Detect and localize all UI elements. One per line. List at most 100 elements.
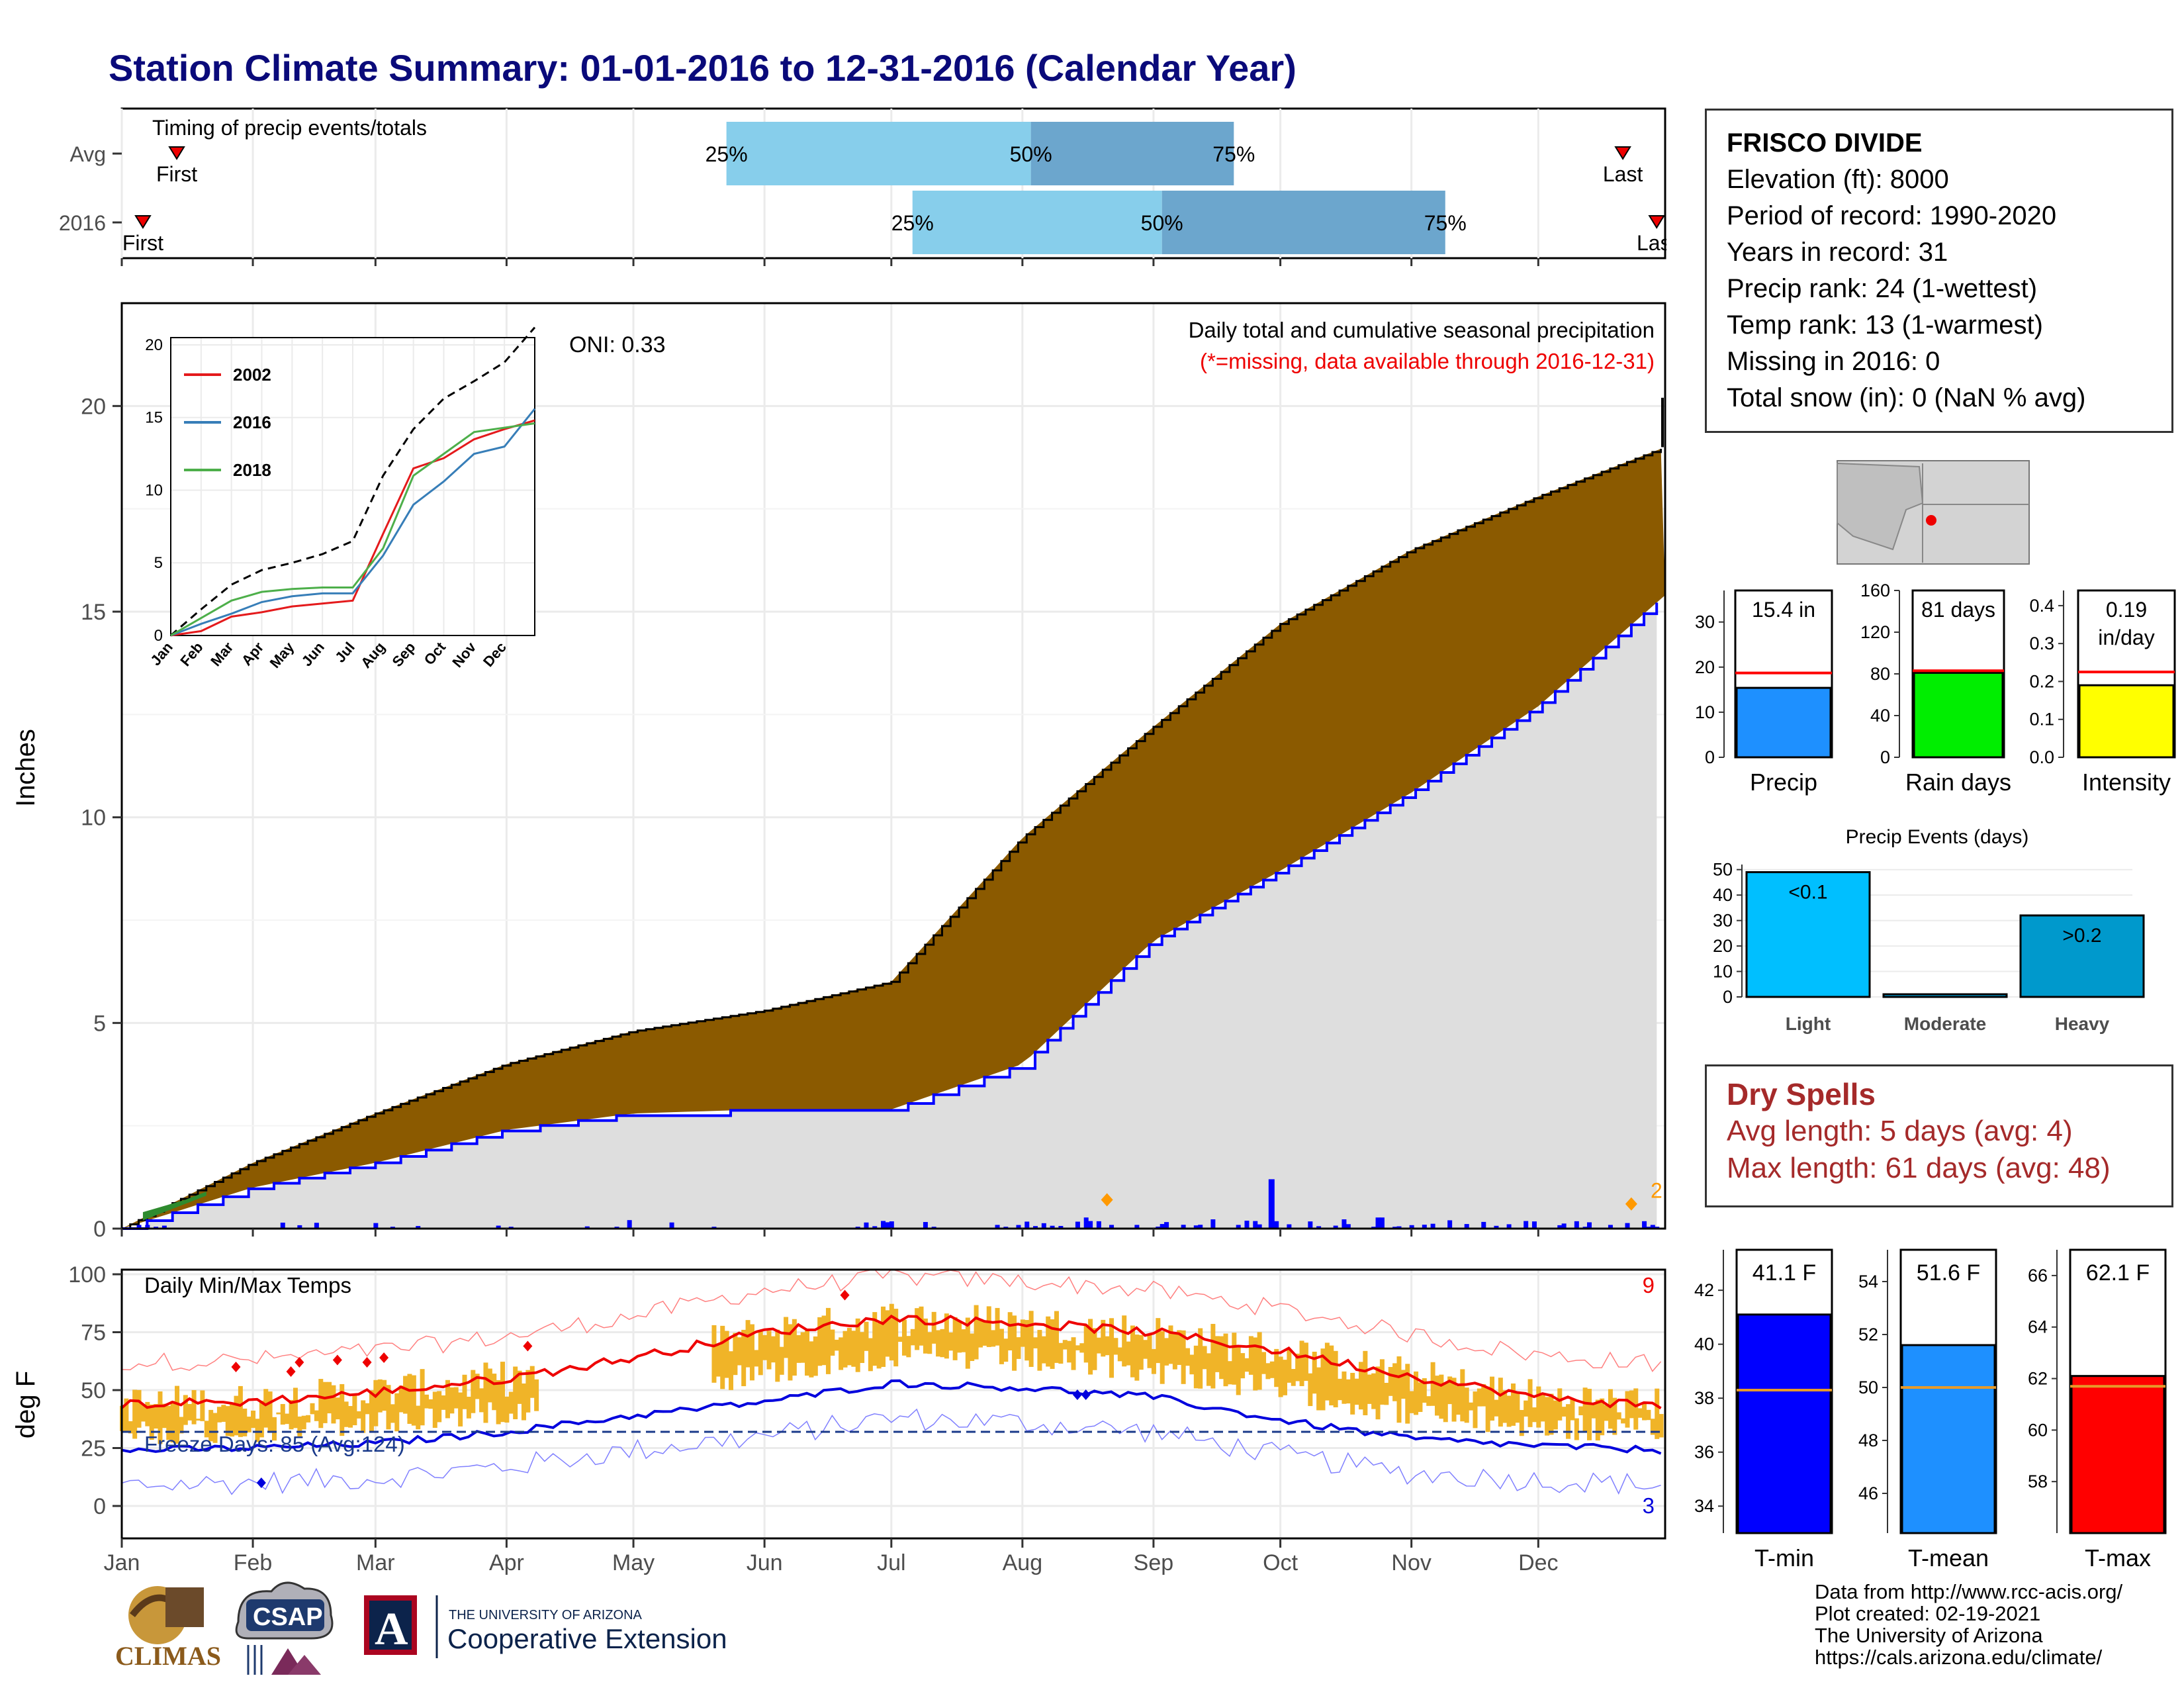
stat-bar-name: Precip (1750, 769, 1817, 796)
daily-temp-bar (1409, 1391, 1414, 1413)
daily-temp-bar (136, 1389, 142, 1428)
daily-temp-bar (251, 1410, 256, 1429)
daily-temp-bar (196, 1419, 201, 1421)
daily-temp-bar (373, 1380, 379, 1427)
daily-temp-bar (1481, 1384, 1486, 1407)
daily-temp-bar (1646, 1409, 1651, 1421)
daily-temp-bar (1354, 1378, 1359, 1405)
daily-temp-bar (149, 1404, 154, 1440)
daily-precip-bar (669, 1222, 674, 1229)
daily-temp-bar (1574, 1418, 1579, 1440)
daily-precip-bar (1531, 1221, 1537, 1229)
daily-precip-bar (1422, 1225, 1427, 1229)
daily-temp-bar (1524, 1400, 1529, 1417)
month-label: Jul (877, 1550, 905, 1575)
stat-tick-label: 62 (2028, 1369, 2048, 1389)
daily-temp-bar (1561, 1407, 1567, 1417)
daily-temp-bar (961, 1329, 966, 1352)
daily-temp-bar (1303, 1342, 1308, 1382)
inset-line-2016 (170, 408, 536, 637)
inset-frame-top (170, 337, 535, 636)
temp-stat-value-label: 62.1 F (2086, 1260, 2150, 1286)
daily-temp-bar (1553, 1400, 1558, 1430)
month-label: Nov (1391, 1550, 1431, 1575)
month-label: Dec (1518, 1550, 1558, 1575)
daily-temp-bar (729, 1351, 734, 1390)
daily-temp-bar (1024, 1320, 1030, 1361)
inset-ytick-label: 5 (154, 554, 163, 572)
daily-temp-bar (525, 1370, 531, 1413)
first-event-marker (168, 146, 185, 160)
stat-bar-rain-days (1913, 671, 2004, 759)
daily-temp-bar (775, 1329, 780, 1382)
daily-precip-bar (1109, 1225, 1115, 1229)
daily-temp-bar (1202, 1346, 1207, 1370)
daily-temp-bar (1312, 1351, 1317, 1394)
daily-precip-bar (1181, 1225, 1186, 1229)
page-title: Station Climate Summary: 01-01-2016 to 1… (109, 47, 1297, 89)
stat-value-label-2: in/day (2098, 626, 2154, 649)
daily-temp-bar (246, 1417, 251, 1432)
daily-temp-bar (779, 1346, 784, 1375)
daily-precip-bar (1625, 1223, 1630, 1229)
daily-temp-bar (441, 1395, 446, 1410)
daily-temp-bar (276, 1412, 281, 1415)
month-label: Aug (1003, 1550, 1043, 1575)
timing-row-label-Avg: Avg (69, 142, 106, 166)
daily-temp-bar (356, 1411, 361, 1419)
daily-temp-bar (1531, 1407, 1537, 1423)
daily-temp-bar (897, 1336, 903, 1342)
events-tick-label: 50 (1713, 860, 1733, 880)
daily-temp-bar (1367, 1374, 1372, 1404)
daily-temp-bar (1248, 1336, 1253, 1375)
stat-tick-label: 66 (2028, 1266, 2048, 1286)
daily-temp-bar (183, 1395, 188, 1425)
daily-temp-bar (1659, 1414, 1664, 1438)
month-label: Sep (1134, 1550, 1174, 1575)
daily-precip-bar (373, 1223, 379, 1229)
daily-temp-bar (132, 1389, 138, 1439)
daily-temp-bar (1498, 1378, 1503, 1427)
daily-precip-bar (145, 1225, 150, 1229)
daily-temp-bar (1291, 1369, 1296, 1386)
daily-temp-bar (944, 1313, 949, 1359)
first-event-marker (134, 215, 152, 229)
daily-temp-bar (1219, 1336, 1224, 1380)
daily-temp-bar (796, 1335, 801, 1363)
daily-precip-bar (995, 1225, 1000, 1229)
daily-temp-bar (179, 1417, 184, 1434)
daily-temp-bar (1485, 1386, 1490, 1432)
inset-line-2018 (170, 422, 535, 637)
last-event-label: Last (1603, 162, 1643, 186)
daily-temp-bar (1282, 1360, 1287, 1395)
daily-temp-bar (715, 1345, 721, 1377)
daily-temp-bar (817, 1317, 823, 1366)
stat-tick-label: 0.4 (2029, 596, 2054, 616)
station-name: FRISCO DIVIDE (1727, 128, 1923, 158)
daily-temp-bar (175, 1385, 180, 1444)
daily-temp-bar (1109, 1318, 1115, 1378)
daily-temp-bar (720, 1325, 725, 1389)
daily-temp-bar (1122, 1315, 1127, 1367)
daily-temp-bar (1181, 1330, 1186, 1384)
daily-temp-bar (517, 1370, 522, 1404)
daily-temp-bar (1451, 1378, 1457, 1422)
daily-temp-bar (936, 1330, 941, 1357)
stat-tick-label: 120 (1860, 622, 1890, 642)
daily-temp-bar (1028, 1311, 1034, 1367)
daily-temp-bar (161, 1403, 167, 1429)
daily-temp-bar (272, 1417, 277, 1441)
event-bar-name: Moderate (1904, 1013, 1986, 1034)
precip-stat-bars: 0 10 20 30 15.4 in Precip 0 40 80 120 160 81 days Ra… (1695, 581, 2176, 796)
temp-stat-bars: 34 36 38 40 42 41.1 F T-min 46 48 50 52 54 51.6 F T-m… (1694, 1248, 2167, 1571)
stat-tick-label: 38 (1694, 1388, 1714, 1408)
record-low-marker (1081, 1389, 1091, 1400)
daily-temp-bar (1261, 1352, 1267, 1374)
daily-temp-bar (965, 1317, 970, 1369)
daily-temp-bar (377, 1379, 383, 1413)
daily-temp-bar (957, 1321, 962, 1353)
oni-label: ONI: 0.33 (569, 332, 666, 357)
daily-temp-bar (1257, 1332, 1262, 1390)
daily-temp-bar (1177, 1330, 1182, 1365)
daily-temp-bar (978, 1319, 983, 1348)
